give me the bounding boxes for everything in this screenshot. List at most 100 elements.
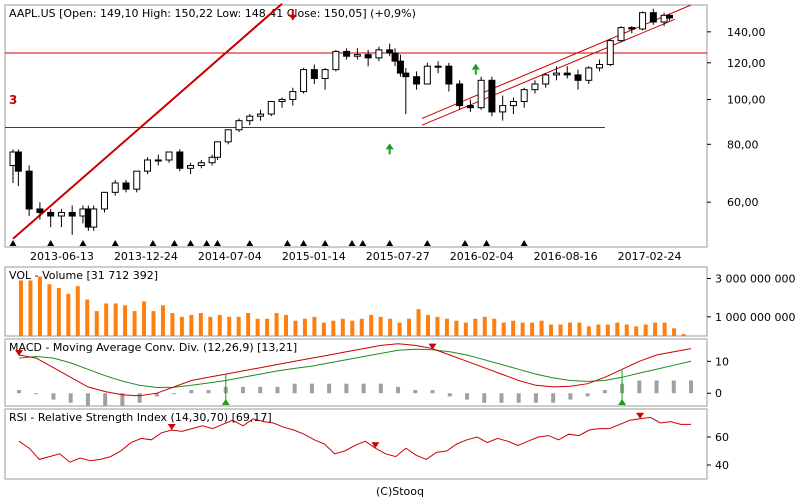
candle [509,97,517,115]
macd-histogram-bar [447,393,452,397]
volume-bar [56,288,61,336]
candle [499,95,507,121]
volume-bar [501,322,506,336]
candle [144,157,152,175]
price-xtick-label: 2015-01-14 [282,250,346,263]
event-marker-icon [520,240,528,246]
candle [208,154,216,166]
candle-body [434,65,442,68]
event-marker-icon [423,240,431,246]
candle [36,202,44,220]
candle-body [235,120,243,131]
price-xtick-label: 2016-02-04 [450,250,514,263]
candle [289,87,297,106]
buy-arrow-icon [385,143,394,150]
event-marker-icon [348,240,356,246]
volume-bar [454,320,459,336]
event-marker-icon [213,240,221,246]
rsi-sell-signal-icon [167,424,176,430]
volume-bar [596,324,601,336]
price-ytick-label: 140,00 [727,26,766,39]
volume-bar [113,303,118,336]
candle-body [456,83,464,107]
volume-bar [388,318,393,336]
volume-bar [293,320,298,336]
macd-histogram-bar [378,383,383,394]
macd-histogram-bar [499,393,504,403]
candle [466,99,474,112]
event-marker-icon [321,240,329,246]
macd-histogram-bar [275,386,280,394]
candle [596,59,604,72]
macd-histogram-bar [17,390,21,394]
candle-body [246,115,254,122]
volume-bar [681,334,686,336]
event-marker-icon [170,240,178,246]
candle [310,64,318,85]
macd-histogram-bar [533,393,538,403]
volume-bar [236,316,241,336]
event-marker-icon [483,240,491,246]
macd-histogram-bar [344,383,349,394]
volume-bar [369,314,374,336]
candle-body [25,170,33,210]
volume-ytick-label: 1 000 000 000 [715,311,795,324]
price-plot-frame [4,4,708,248]
rsi-sell-signal-icon [371,442,380,449]
macd-histogram-bar [654,380,659,394]
trend-line [421,4,692,119]
volume-bar [672,328,677,336]
rsi-ytick-label: 40 [715,459,729,472]
candle-body [585,67,593,81]
volume-bar [255,318,260,336]
candle-body [289,91,297,100]
event-marker-icon [300,240,308,246]
price-xtick-label: 2017-02-24 [618,250,682,263]
candle [434,61,442,74]
volume-bar [567,322,572,336]
candle [477,76,485,110]
volume-bar [586,326,591,336]
candle-body [133,170,141,190]
trend-line [12,2,283,240]
candle-body [574,74,582,81]
volume-bar [104,303,109,336]
event-marker-icon [386,240,394,246]
candle [649,8,657,25]
candle [386,43,394,57]
volume-bar [359,318,364,336]
volume-bar [492,318,497,336]
candle-body [144,159,152,172]
candle-body [391,52,399,62]
volume-bar [123,305,128,336]
volume-bar [312,316,317,336]
price-ytick-label: 80,00 [727,138,759,151]
volume-bar [170,313,175,336]
candle [617,26,625,43]
volume-bar [75,286,80,336]
event-marker-icon [9,240,17,246]
candle [122,179,130,193]
candle-body [542,74,550,85]
candle-body [596,64,604,69]
candle-body [100,191,108,210]
candle-body [639,12,647,30]
candle [542,73,550,88]
price-panel-title: AAPL.US [Open: 149,10 High: 150,22 Low: … [9,7,416,20]
event-marker-icon [111,240,119,246]
macd-histogram-bar [568,393,573,400]
candle [488,76,496,117]
candle-body [364,54,372,59]
candle-body [509,100,517,107]
candle-body [628,27,636,30]
candle-body [111,182,119,193]
volume-bar [85,299,90,336]
volume-bar [28,280,33,336]
macd-histogram-bar [671,380,676,394]
rsi-sell-signal-icon [636,412,645,419]
candle-body [187,165,195,169]
volume-bar [66,293,71,336]
macd-histogram-bar [637,380,642,394]
volume-plot-frame [4,266,708,337]
volume-bar [407,318,412,336]
